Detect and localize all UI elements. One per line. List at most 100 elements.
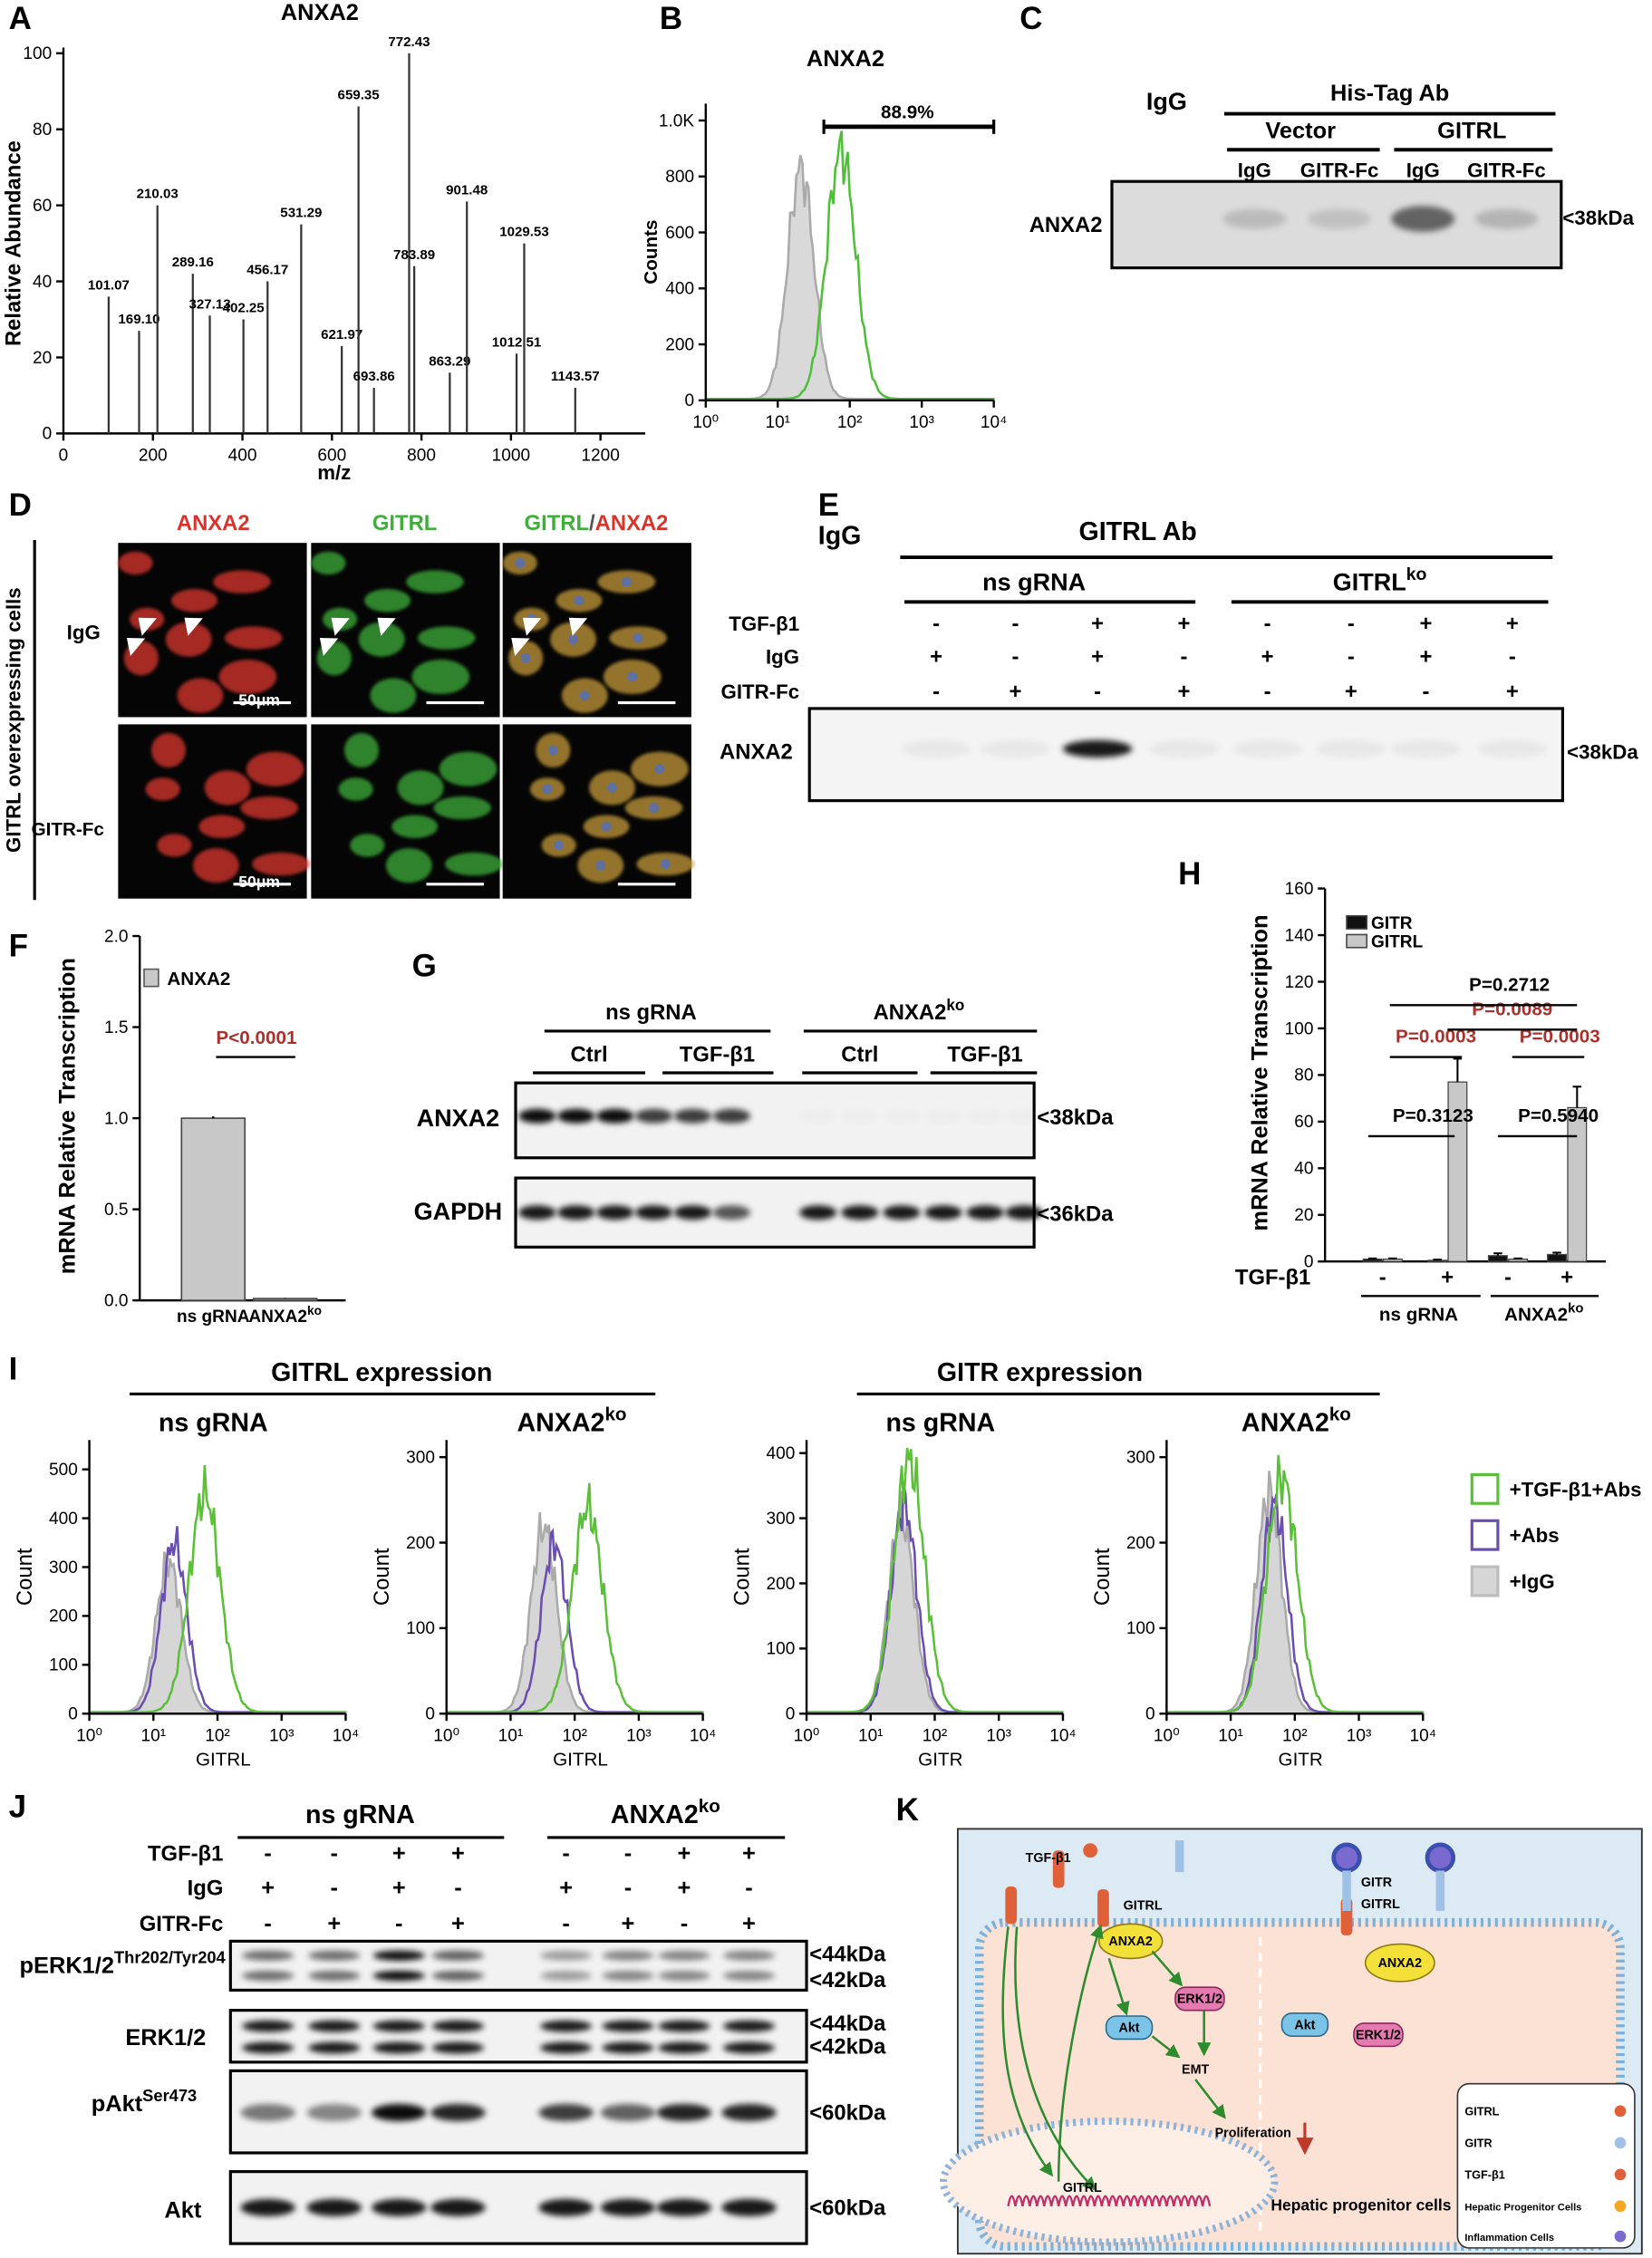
peak-label: 659.35 [338, 88, 380, 103]
label: ERK1/2 [125, 2025, 206, 2051]
label: TGF-β1 [148, 1841, 223, 1866]
panel-letter: I [9, 1352, 18, 1387]
label: + [1010, 680, 1022, 704]
panel-letter: E [818, 487, 839, 523]
cell [338, 777, 373, 801]
nucleus [660, 859, 671, 870]
y-axis-label: Count [370, 1548, 394, 1606]
label: GITRL [1124, 1898, 1163, 1913]
label-text: ERK1/2 [125, 2025, 206, 2051]
blot-band [658, 2041, 710, 2054]
y-axis-label: Counts [641, 220, 662, 285]
nucleus [574, 595, 584, 606]
y-tick-label: 200 [1126, 1534, 1155, 1553]
protein [1364, 1943, 1435, 1983]
label: <60kDa [809, 2100, 886, 2125]
x-axis-label: GITRL [196, 1749, 251, 1770]
blot-band [1222, 208, 1287, 229]
label: <42kDa [809, 1968, 886, 1993]
label: GITRL expression [271, 1358, 492, 1387]
bar [1487, 1255, 1508, 1262]
label: Ctrl [841, 1042, 878, 1066]
bar [1362, 1259, 1383, 1262]
peak-label: 169.10 [118, 312, 159, 327]
chart-title: ANXA2 [807, 46, 884, 72]
nucleus [940, 2118, 1279, 2246]
blot-band [722, 1950, 776, 1961]
legend-icon [1614, 2200, 1627, 2213]
x-tick-label: 10³ [986, 1726, 1011, 1745]
receptor [1435, 1870, 1445, 1911]
legend-icon [1614, 2137, 1627, 2149]
y-tick-label: 20 [33, 349, 52, 368]
x-axis-label: m/z [317, 461, 351, 484]
blot-band [538, 2198, 594, 2216]
x-tick-label: 1000 [492, 447, 530, 466]
x-tick-label: 400 [228, 447, 257, 466]
label: + [392, 1876, 406, 1901]
label: <60kDa [809, 2195, 886, 2220]
blot-band [1474, 208, 1539, 229]
y-tick-label: 400 [767, 1444, 796, 1463]
label: + [1441, 1266, 1454, 1290]
blot-band [242, 2020, 295, 2032]
blot-band [722, 1970, 776, 1982]
blot-band [1062, 739, 1133, 757]
label: <42kDa [809, 2034, 886, 2059]
label-text: pAkt [92, 2091, 143, 2117]
receptor [1097, 1889, 1109, 1927]
x-tick-label: 10⁰ [692, 413, 719, 432]
cell [213, 570, 271, 593]
panel-letter: B [660, 1, 682, 36]
cell [417, 626, 476, 650]
blot-band [924, 1109, 961, 1124]
histogram-curve [705, 130, 994, 400]
nucleus [649, 803, 660, 814]
peak-label: 327.13 [188, 296, 230, 312]
label: - [1379, 1266, 1386, 1290]
blot-band [602, 2041, 654, 2054]
nucleus [554, 840, 565, 851]
x-tick-label: 10¹ [141, 1726, 167, 1745]
label-text: ANXA2 [611, 1800, 699, 1829]
cell [433, 796, 491, 820]
blot-band [600, 2103, 656, 2122]
y-tick-label: 20 [1294, 1206, 1313, 1225]
peak-label: 101.07 [88, 277, 130, 293]
nucleus [627, 671, 638, 682]
blot-band [1308, 208, 1372, 229]
y-axis-label: Count [13, 1548, 37, 1606]
ligand [1083, 1843, 1098, 1858]
label: TGF-β1 [947, 1042, 1022, 1066]
cell [397, 770, 444, 806]
blot-band [540, 2041, 593, 2054]
label-text: GITRL [1333, 569, 1406, 596]
y-tick-label: 0 [1304, 1253, 1314, 1272]
label: pAktSer473 [92, 2086, 197, 2117]
label: + [930, 645, 942, 670]
cell [439, 751, 498, 786]
blot-band [600, 2198, 656, 2216]
y-axis-label: mRNA Relative Transcription [1248, 914, 1273, 1230]
y-axis-label: Relative Abundance [1, 140, 25, 346]
label: + [261, 1876, 275, 1901]
blot-band [306, 2198, 362, 2216]
label: <44kDa [809, 1943, 886, 1967]
blot-band [602, 1970, 654, 1982]
blot-band [656, 2198, 712, 2216]
x-tick-label: 10⁰ [794, 1726, 820, 1745]
label: - [562, 1840, 569, 1866]
y-tick-label: 200 [767, 1575, 796, 1594]
y-tick-label: 0.5 [104, 1201, 129, 1220]
x-tick-label: 10⁴ [690, 1726, 716, 1745]
label-text: ANXA2 [517, 1409, 605, 1438]
blot-band [430, 2198, 486, 2216]
label: - [624, 1876, 632, 1901]
label-superscript: ko [946, 996, 964, 1014]
label-part: ANXA2 [595, 511, 669, 536]
cell [198, 815, 246, 838]
blot [228, 1939, 808, 1992]
label: + [678, 1840, 691, 1866]
blot-band [306, 2103, 362, 2122]
